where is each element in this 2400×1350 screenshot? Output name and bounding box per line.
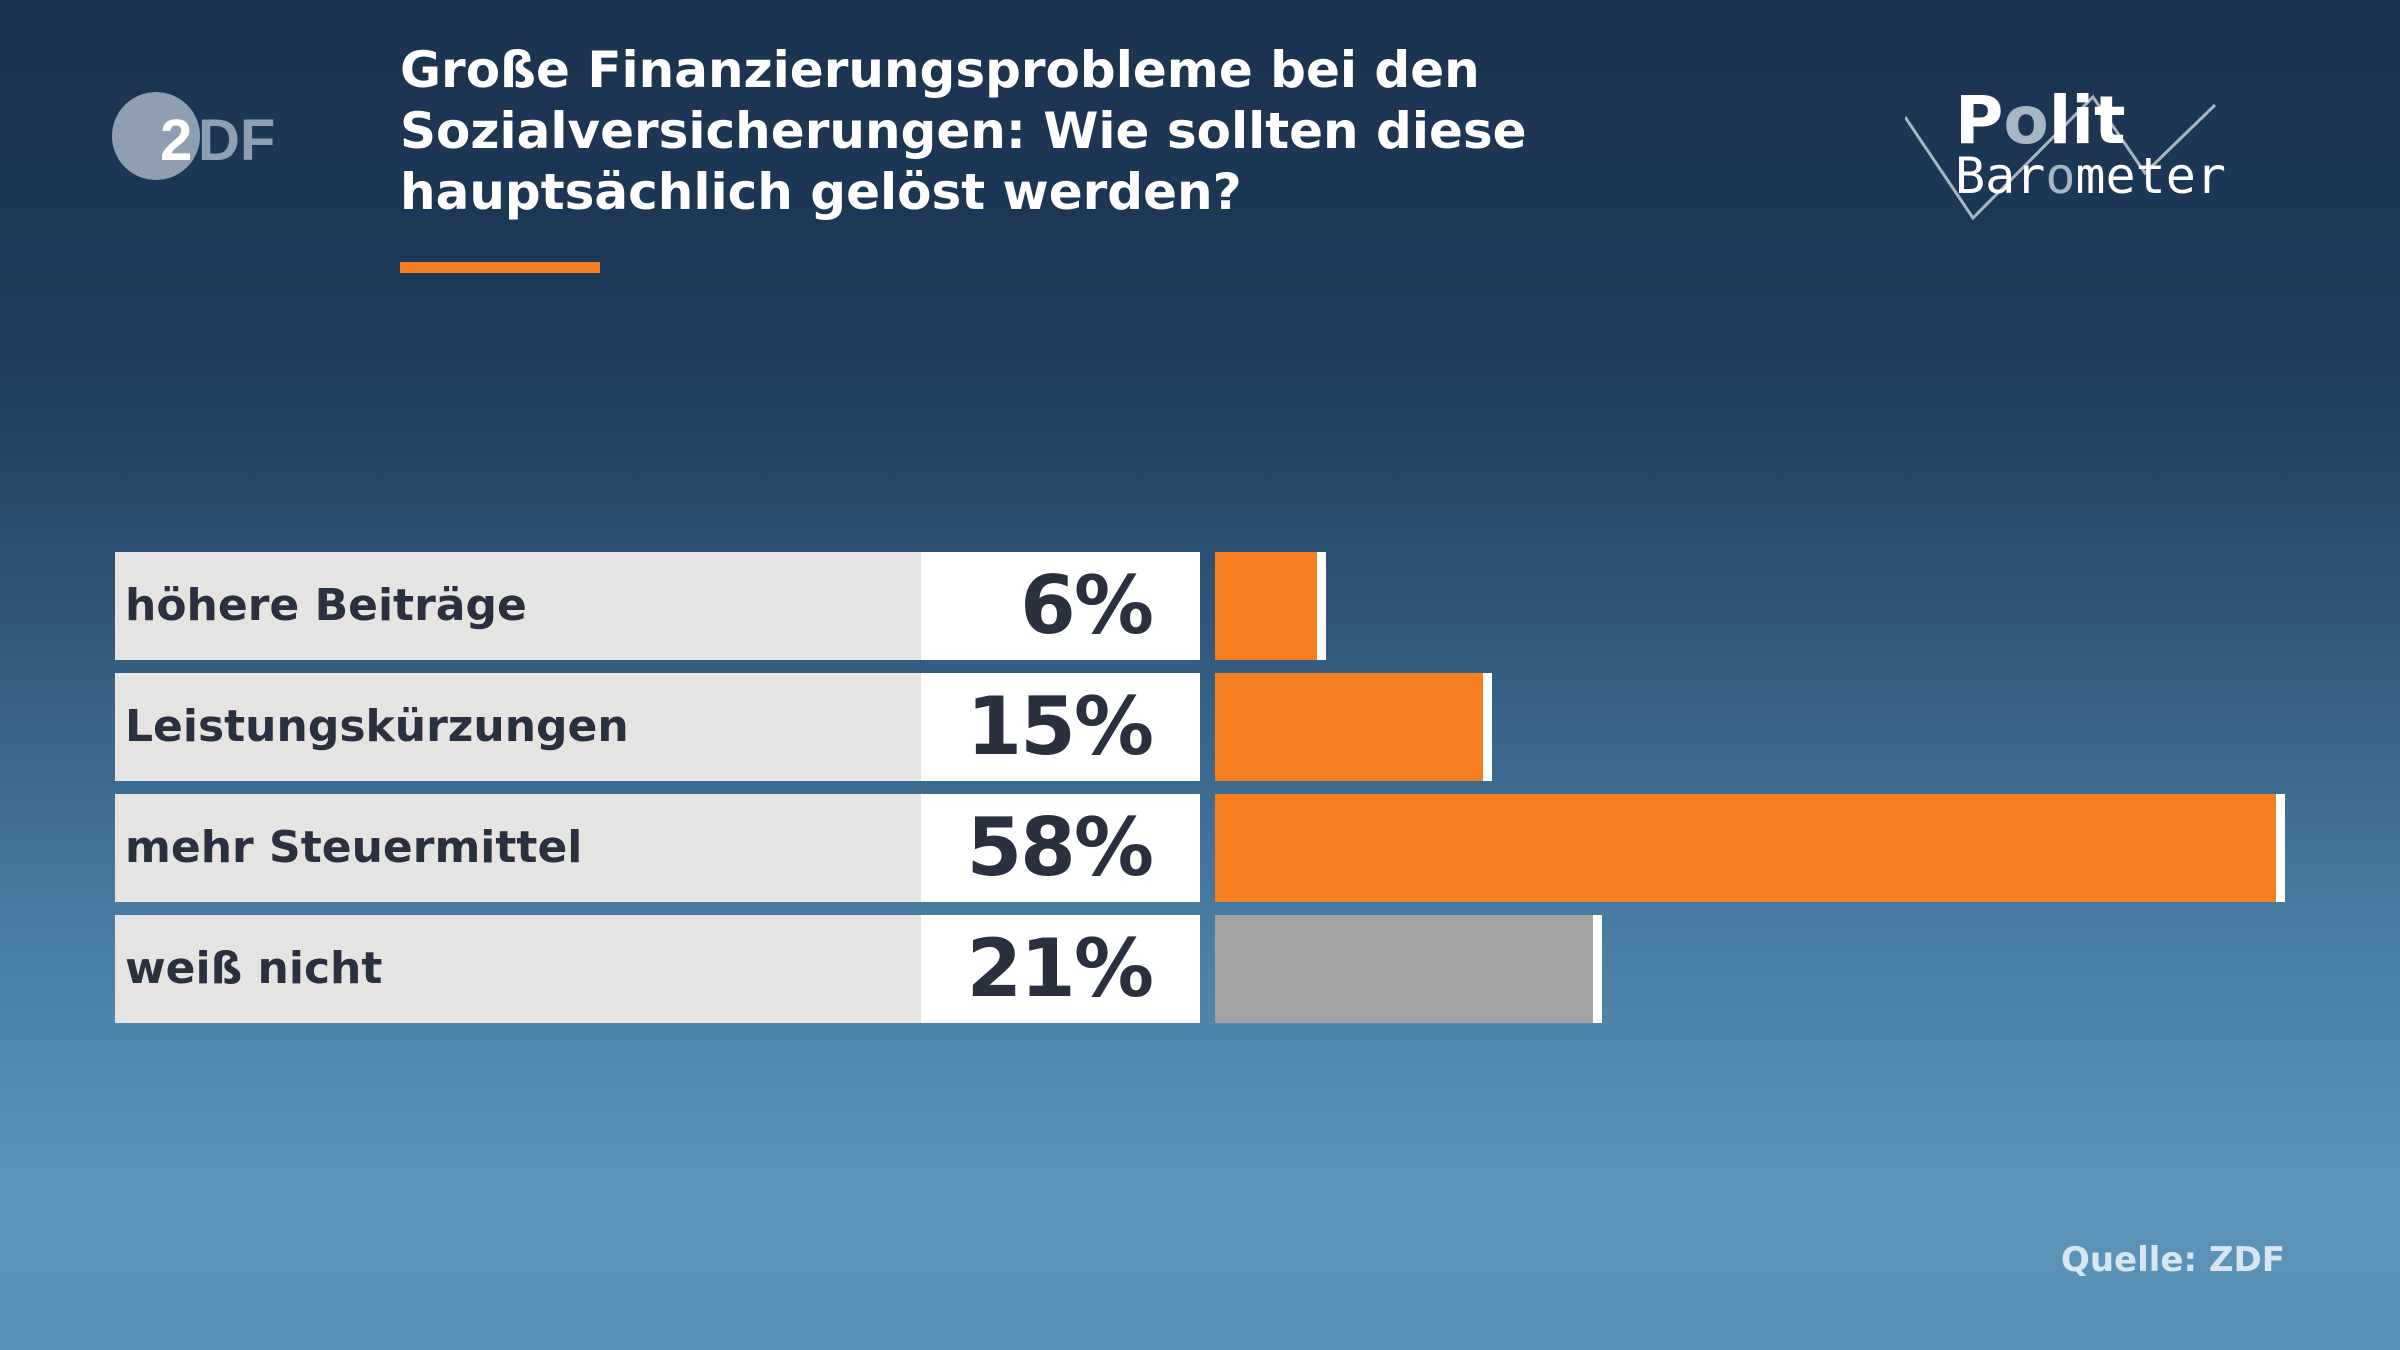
svg-text:Polit: Polit	[1955, 82, 2126, 159]
bar	[1215, 673, 1492, 781]
value-label: 15%	[921, 673, 1200, 781]
svg-text:DF: DF	[198, 108, 275, 173]
svg-text:Barometer: Barometer	[1955, 147, 2225, 205]
bar	[1215, 552, 1326, 660]
source-note: Quelle: ZDF	[2060, 1240, 2285, 1280]
value-label: 58%	[921, 794, 1200, 902]
svg-text:2: 2	[160, 108, 192, 173]
value-label: 21%	[921, 915, 1200, 1023]
politbarometer-logo: Polit Barometer	[1905, 82, 2225, 221]
zdf-logo: 2 DF	[112, 92, 275, 180]
chart-title: Große Finanzierungsprobleme bei den Sozi…	[400, 41, 1527, 221]
bar	[1215, 794, 2285, 902]
category-label: Leistungskürzungen	[115, 673, 921, 781]
bar	[1215, 915, 1603, 1023]
category-label: mehr Steuermittel	[115, 794, 921, 902]
category-label: weiß nicht	[115, 915, 921, 1023]
title-accent-line	[400, 262, 600, 273]
value-label: 6%	[921, 552, 1200, 660]
category-label: höhere Beiträge	[115, 552, 921, 660]
